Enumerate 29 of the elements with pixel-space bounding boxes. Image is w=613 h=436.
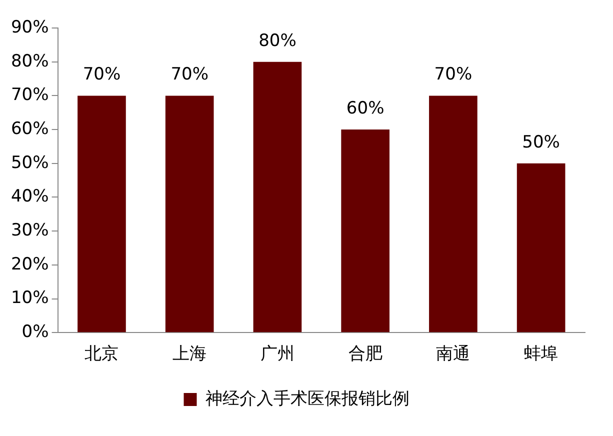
y-tick-label: 20% — [10, 254, 49, 274]
y-tick-label: 60% — [10, 118, 49, 139]
legend-label: 神经介入手术医保报销比例 — [205, 388, 410, 409]
y-tick-label: 30% — [10, 220, 49, 240]
data-label: 70% — [82, 64, 121, 85]
bar — [516, 163, 566, 332]
data-label: 80% — [258, 30, 296, 51]
bar — [429, 96, 478, 332]
y-tick-label: 80% — [10, 51, 49, 72]
bar — [165, 96, 214, 332]
bar — [253, 62, 302, 332]
y-tick-label: 0% — [22, 322, 49, 342]
data-label: 70% — [434, 64, 472, 85]
bar — [341, 130, 390, 332]
y-tick-label: 10% — [10, 288, 49, 308]
x-tick-label: 蚌埠 — [524, 344, 558, 364]
data-label: 60% — [346, 98, 384, 118]
x-tick-label: 北京 — [84, 344, 119, 364]
x-tick-label: 南通 — [436, 344, 470, 364]
data-label: 70% — [170, 64, 208, 85]
x-tick-label: 广州 — [260, 344, 294, 364]
x-tick-label: 合肥 — [348, 344, 382, 364]
y-tick-label: 90% — [10, 17, 49, 38]
y-tick-label: 40% — [10, 186, 49, 207]
y-tick-label: 70% — [10, 85, 49, 106]
y-tick-label: 50% — [10, 152, 49, 173]
bar — [78, 96, 126, 332]
x-tick-label: 上海 — [172, 344, 207, 364]
data-label: 50% — [522, 132, 560, 152]
